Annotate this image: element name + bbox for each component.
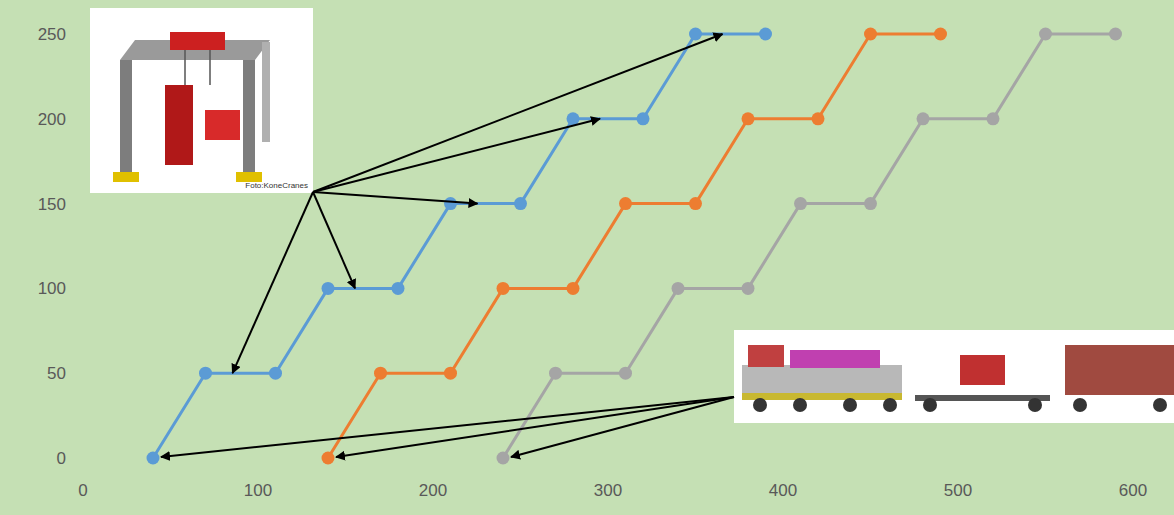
- x-tick-label: 500: [944, 481, 972, 500]
- arrow: [511, 397, 734, 457]
- crane-container: [165, 85, 193, 165]
- flatcar: [915, 395, 1050, 401]
- crane-container: [205, 110, 240, 140]
- crane-picture: Foto:KoneCranes: [90, 8, 313, 193]
- series-marker: [637, 112, 650, 125]
- series-marker: [812, 112, 825, 125]
- locomotive-body: [742, 365, 902, 393]
- train-wheel: [1073, 398, 1087, 412]
- x-tick-label: 100: [244, 481, 272, 500]
- y-tick-label: 0: [57, 449, 66, 468]
- series-marker: [759, 28, 772, 41]
- series-marker: [374, 367, 387, 380]
- x-tick-label: 200: [419, 481, 447, 500]
- crane-wheel: [113, 172, 139, 182]
- series-marker: [269, 367, 282, 380]
- series-marker: [917, 112, 930, 125]
- train-frame: [734, 330, 1174, 423]
- series-marker: [689, 197, 702, 210]
- arrow: [313, 34, 723, 192]
- x-tick-label: 400: [769, 481, 797, 500]
- arrow: [313, 192, 355, 288]
- x-tick-label: 600: [1119, 481, 1147, 500]
- series-marker: [444, 197, 457, 210]
- train-wheel: [1153, 398, 1167, 412]
- series-marker: [672, 282, 685, 295]
- y-tick-label: 250: [38, 25, 66, 44]
- arrow: [313, 192, 478, 204]
- crane-leg: [243, 60, 255, 175]
- series-marker: [619, 197, 632, 210]
- crane-cable: [209, 50, 211, 85]
- y-tick-label: 50: [47, 364, 66, 383]
- photo-credit: Foto:KoneCranes: [245, 181, 308, 190]
- background: [0, 0, 1174, 515]
- series-marker: [742, 282, 755, 295]
- arrow: [233, 192, 314, 373]
- series-marker: [322, 282, 335, 295]
- crane-frame: [90, 8, 313, 193]
- series-marker: [567, 112, 580, 125]
- crane-trolley: [170, 32, 225, 50]
- series-marker: [497, 452, 510, 465]
- arrow: [313, 119, 600, 192]
- series-marker: [147, 452, 160, 465]
- crane-leg: [262, 42, 270, 142]
- series-marker: [392, 282, 405, 295]
- crane-leg: [120, 60, 132, 175]
- series-marker: [794, 197, 807, 210]
- series-marker: [742, 112, 755, 125]
- x-tick-label: 0: [78, 481, 87, 500]
- series-marker: [1109, 28, 1122, 41]
- series-line: [328, 34, 941, 458]
- locomotive-engine: [790, 350, 880, 368]
- boxcar: [1065, 345, 1174, 395]
- series-marker: [497, 282, 510, 295]
- locomotive-frame: [742, 393, 902, 400]
- series-marker: [199, 367, 212, 380]
- y-tick-label: 100: [38, 279, 66, 298]
- series-marker: [1039, 28, 1052, 41]
- train-picture: [734, 330, 1174, 423]
- series-marker: [689, 28, 702, 41]
- series-marker: [864, 197, 877, 210]
- series-marker: [619, 367, 632, 380]
- y-tick-label: 150: [38, 195, 66, 214]
- train-wheel: [753, 398, 767, 412]
- crane-cable: [184, 50, 186, 85]
- series-marker: [987, 112, 1000, 125]
- arrows: [161, 34, 734, 457]
- arrow: [161, 397, 734, 457]
- series-marker: [864, 28, 877, 41]
- train-wheel: [923, 398, 937, 412]
- train-wheel: [793, 398, 807, 412]
- series-marker: [514, 197, 527, 210]
- series-marker: [322, 452, 335, 465]
- series-marker: [549, 367, 562, 380]
- train-wheel: [883, 398, 897, 412]
- arrow: [336, 397, 734, 457]
- flatcar-vehicle: [960, 355, 1005, 385]
- locomotive-cab: [748, 345, 784, 367]
- series-marker: [444, 367, 457, 380]
- y-tick-label: 200: [38, 110, 66, 129]
- x-tick-label: 300: [594, 481, 622, 500]
- chart: 0 50 100 150 200 250 0 100 200 300 400 500 600 Foto:K…: [0, 0, 1174, 515]
- series-marker: [567, 282, 580, 295]
- train-wheel: [843, 398, 857, 412]
- series-line: [153, 34, 766, 458]
- train-wheel: [1028, 398, 1042, 412]
- series-marker: [934, 28, 947, 41]
